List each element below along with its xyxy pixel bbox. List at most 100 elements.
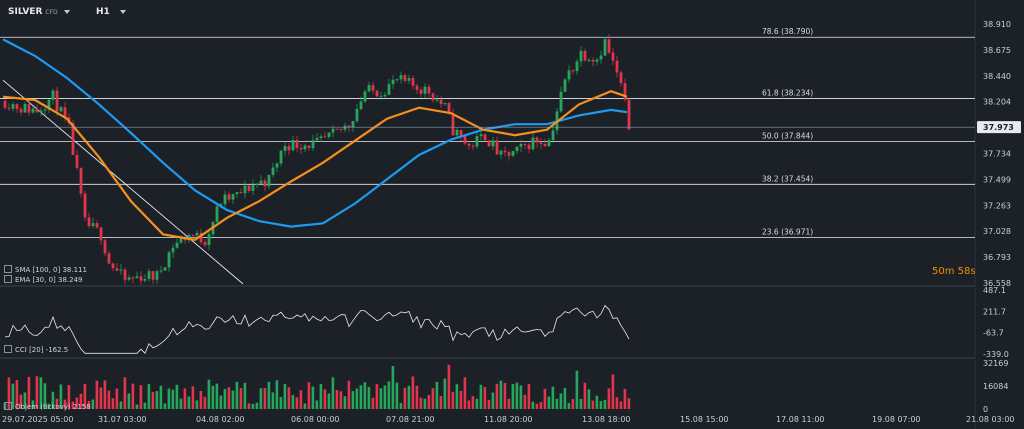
volume-bar	[35, 376, 39, 409]
candle-body	[539, 142, 543, 145]
volume-bar	[63, 399, 67, 409]
candle-body	[271, 167, 275, 175]
trendline-segment	[2, 79, 244, 285]
candle-body	[363, 91, 367, 102]
candle-body	[63, 107, 67, 118]
volume-bar	[303, 403, 307, 409]
volume-bar	[515, 382, 519, 409]
candle-body	[599, 55, 603, 60]
volume-bar	[627, 398, 631, 409]
volume-bar	[463, 377, 467, 409]
symbol-selector[interactable]: SILVER CFD	[8, 7, 70, 17]
price-tick-label: 37.499	[983, 175, 1011, 184]
moving-averages	[2, 38, 628, 241]
volume-bar	[323, 389, 327, 409]
candle-body	[51, 90, 55, 100]
ema-legend[interactable]: EMA [30, 0] 38.249	[4, 275, 82, 284]
candle-body	[423, 86, 427, 94]
sma-legend[interactable]: SMA [100, 0] 38.111	[4, 265, 87, 274]
volume-bar	[607, 388, 611, 409]
price-tick-label: 36.793	[983, 253, 1011, 262]
volume-bar	[295, 397, 299, 409]
candle-body	[187, 234, 191, 241]
volume-bar	[227, 387, 231, 409]
volume-bar	[387, 381, 391, 409]
candle-body	[487, 140, 491, 147]
volume-bar	[195, 400, 199, 409]
timeframe: H1	[96, 7, 110, 17]
countdown-minutes-unit: m	[944, 266, 955, 277]
volume-bar	[315, 400, 319, 409]
candle-body	[239, 192, 243, 194]
volume-bar	[351, 391, 355, 409]
candle-body	[323, 136, 327, 138]
volume-bar	[331, 377, 335, 409]
candle-body	[351, 121, 355, 128]
countdown-minutes: 50	[932, 266, 945, 277]
candle-body	[535, 137, 539, 143]
cci-legend[interactable]: CCI [20] -162.5	[4, 345, 68, 354]
candle-body	[91, 223, 95, 226]
candle-body	[483, 134, 487, 141]
symbol-tag: CFD	[45, 9, 58, 16]
time-tick-label: 07.08 21:00	[386, 415, 435, 424]
candle-body	[171, 247, 175, 253]
candle-body	[335, 128, 339, 130]
candle-body	[403, 75, 407, 81]
volume-bar	[255, 402, 259, 409]
candle-body	[311, 140, 315, 149]
volume-bar	[603, 399, 607, 409]
volume-bar	[67, 385, 71, 409]
volume-bar	[443, 378, 447, 409]
volume-bar	[339, 391, 343, 409]
candle-body	[475, 136, 479, 147]
volume-legend[interactable]: Objem (tickový) 2158	[4, 402, 91, 411]
volume-bar	[271, 392, 275, 409]
candle-body	[159, 270, 163, 272]
volume-bar	[239, 388, 243, 409]
candle-body	[243, 185, 247, 194]
volume-bar	[299, 390, 303, 409]
volume-bar	[575, 370, 579, 409]
candle-body	[607, 39, 611, 53]
volume-bar	[435, 381, 439, 409]
volume-bar	[535, 403, 539, 409]
price-tick-label: 36.558	[983, 279, 1011, 288]
candle-body	[3, 101, 7, 108]
candle-body	[471, 145, 475, 147]
volume-bar	[243, 382, 247, 409]
volume-bar	[583, 382, 587, 409]
candle-body	[111, 263, 115, 269]
candle-body	[43, 109, 47, 111]
volume-bar	[447, 364, 451, 409]
volume-bar	[7, 377, 11, 409]
axes: 38.910 38.675 38.440 38.204 37.734 37.499 37.2…	[0, 20, 1021, 424]
candle-body	[19, 108, 23, 113]
candle-body	[591, 59, 595, 62]
candle-body	[347, 125, 351, 128]
fib-level-label: 38.2 (37.454)	[762, 174, 813, 183]
fib-level-label: 23.6 (36.971)	[762, 228, 813, 237]
time-tick-label: 06.08 00:00	[291, 415, 340, 424]
volume-bar	[175, 384, 179, 409]
volume-bar	[27, 376, 31, 409]
volume-bar	[59, 384, 63, 409]
candle-body	[79, 167, 83, 194]
volume-value: 2158	[72, 403, 91, 411]
time-tick-label: 13.08 18:00	[582, 415, 631, 424]
volume-bar	[139, 385, 143, 409]
timeframe-selector[interactable]: H1	[96, 7, 126, 17]
volume-bar	[155, 391, 159, 409]
fib-level-label: 78.6 (38.790)	[762, 27, 813, 36]
cci-line	[4, 304, 630, 355]
volume-bar	[179, 398, 183, 409]
candle-body	[587, 59, 591, 61]
volume-bar	[231, 390, 235, 409]
symbol-name: SILVER	[8, 7, 43, 17]
volume-bar	[391, 366, 395, 409]
volume-bar	[215, 383, 219, 409]
candle-body	[195, 232, 199, 236]
candles	[3, 34, 631, 285]
candle-body	[427, 86, 431, 94]
